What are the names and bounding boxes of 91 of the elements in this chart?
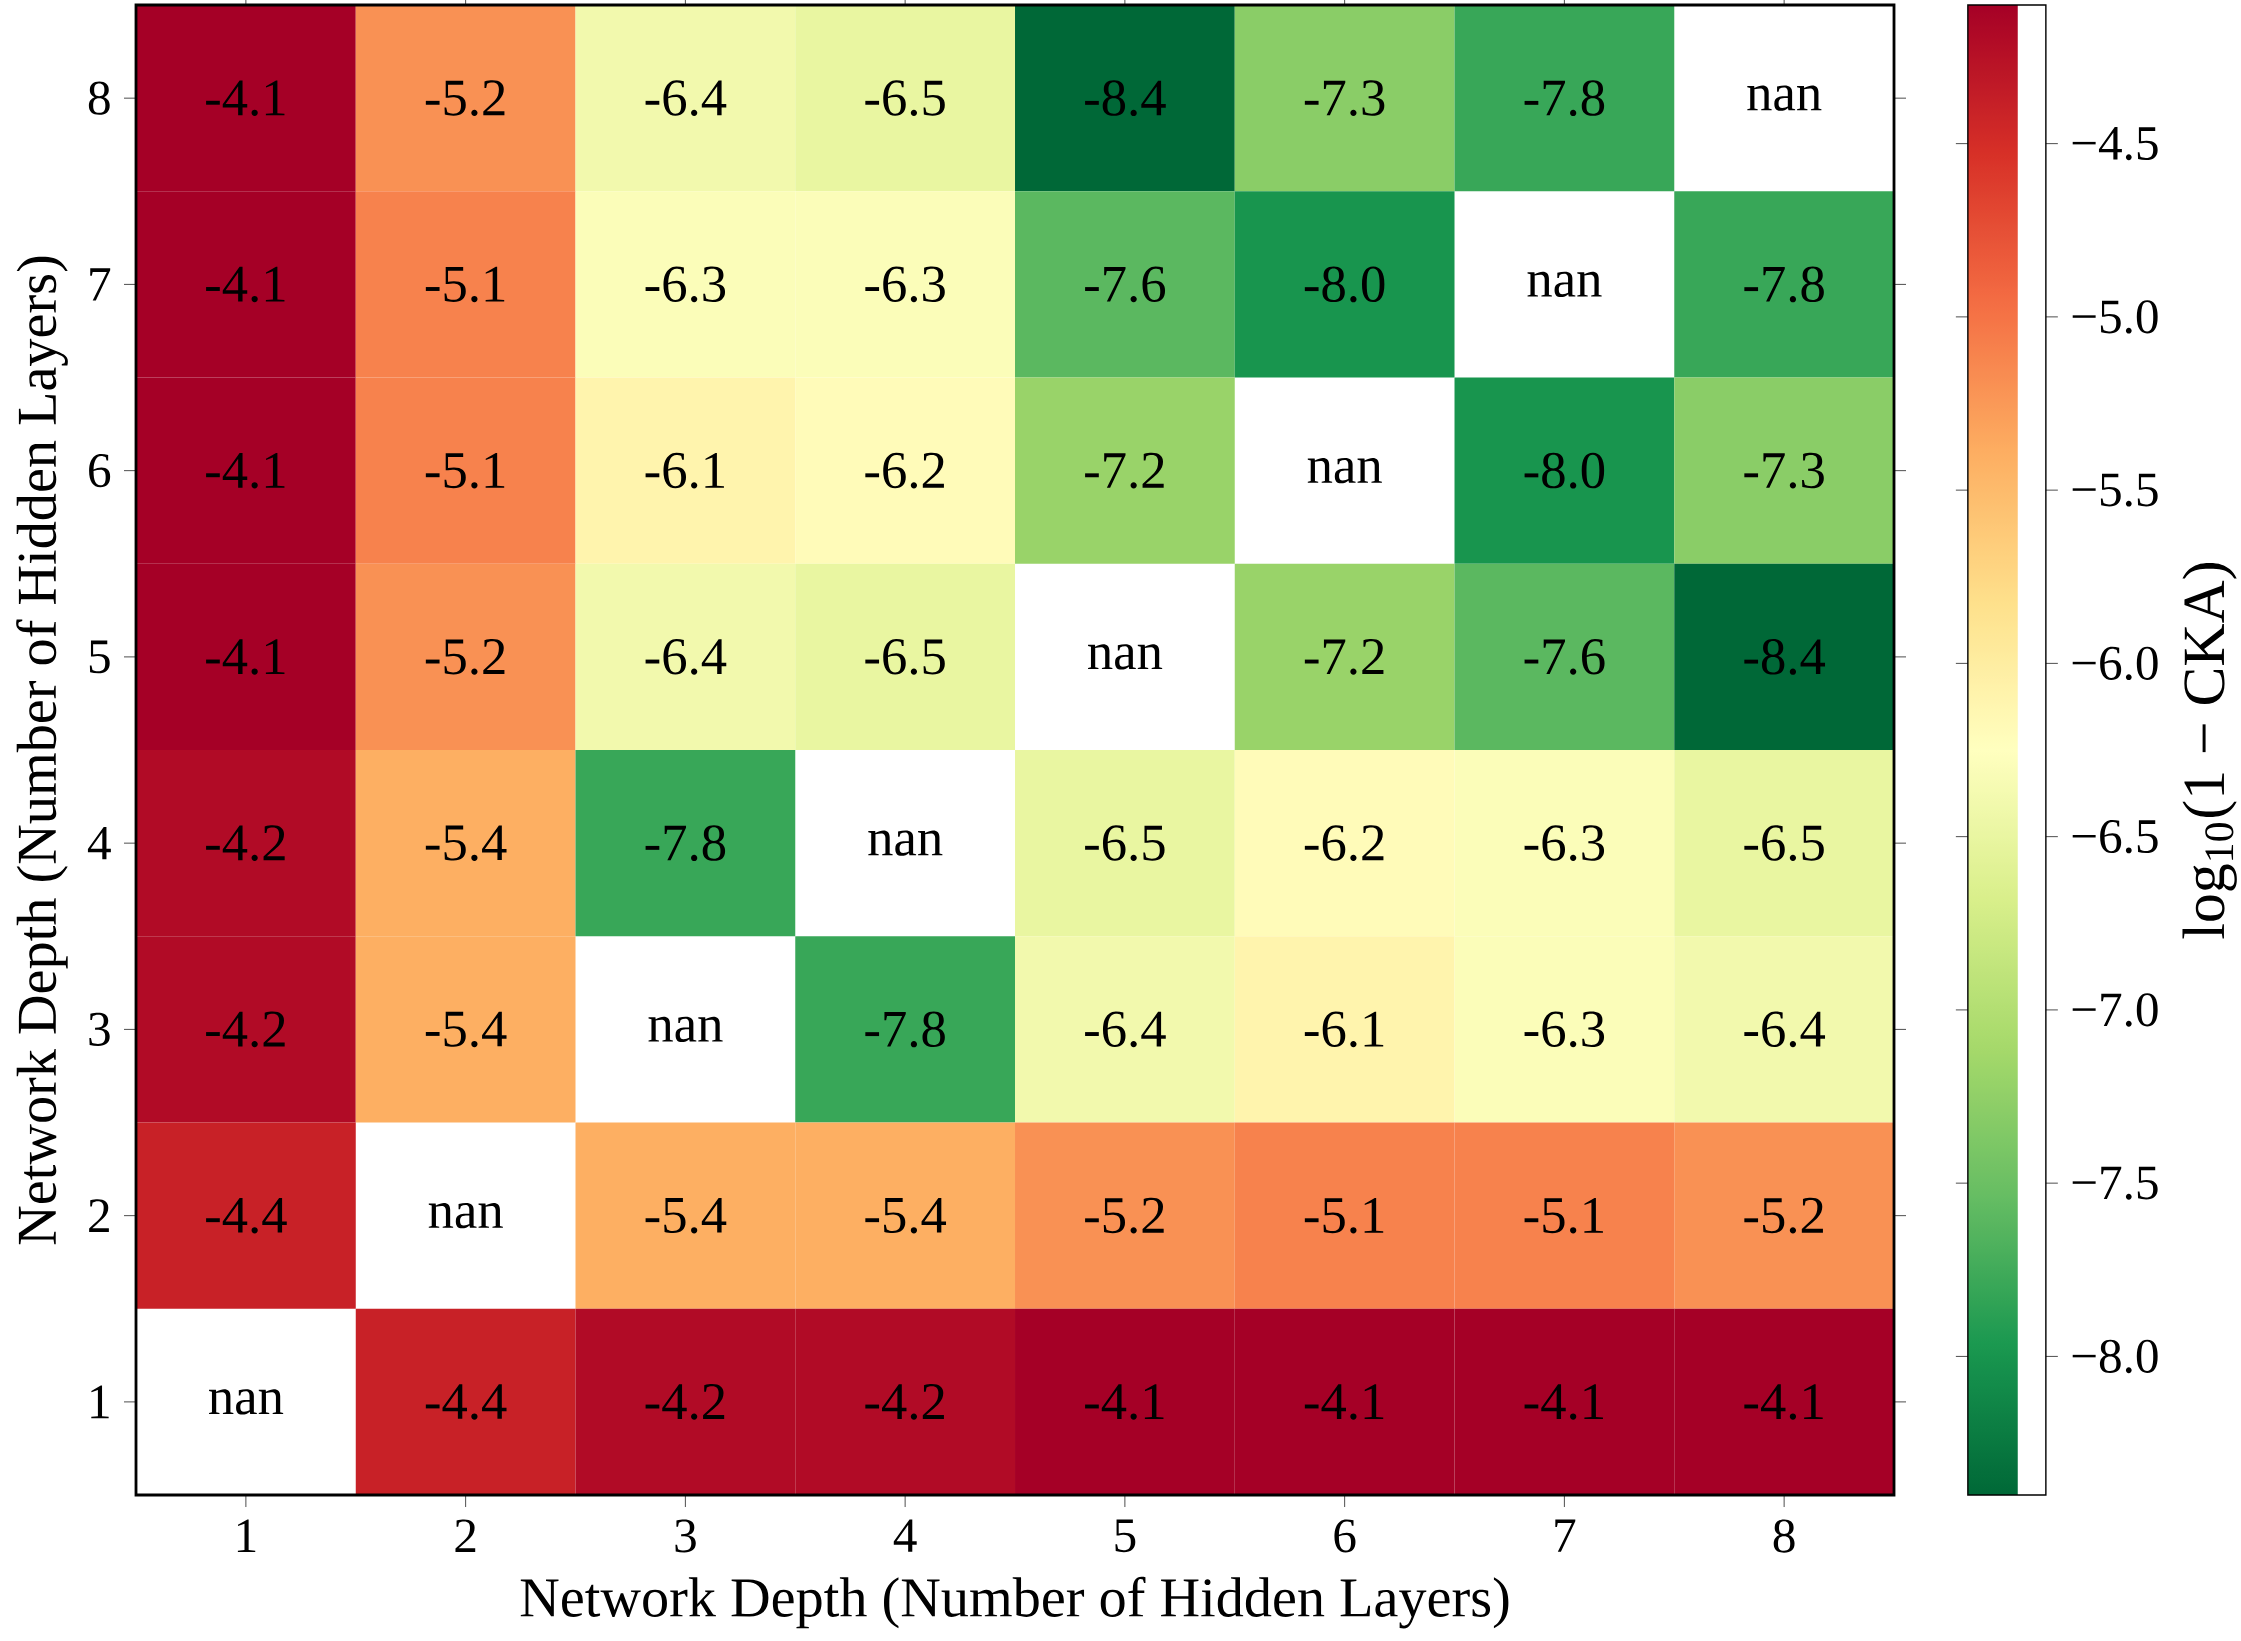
data-label: -7.3 <box>1744 452 1824 489</box>
data-label: -6.1 <box>1304 1011 1384 1048</box>
x-axis-title: Network Depth (Number of Hidden Layers) <box>520 1576 1509 1629</box>
text: nan <box>1088 644 1163 670</box>
data-label: -6.4 <box>1085 1011 1166 1048</box>
data-label: -8.0 <box>1524 452 1605 489</box>
data-label: -8.4 <box>1085 80 1166 117</box>
x-tick-label: 7 <box>1555 1519 1576 1552</box>
text: nan <box>868 830 943 856</box>
x-tick-label: 3 <box>675 1519 696 1553</box>
data-label: -6.3 <box>1524 825 1605 861</box>
data-label: -7.8 <box>1524 80 1605 117</box>
data-label: -5.2 <box>1085 1197 1164 1234</box>
data-label: -6.2 <box>865 452 944 489</box>
data-label: -4.2 <box>645 1384 725 1420</box>
data-label: -4.1 <box>1524 1384 1603 1420</box>
data-label: -6.3 <box>1524 1011 1605 1048</box>
y-tick-label: 1 <box>91 1385 109 1419</box>
text: nan <box>1307 458 1382 484</box>
data-label: -6.5 <box>1744 825 1824 861</box>
data-label: -7.2 <box>1085 452 1164 489</box>
data-label: -5.1 <box>1524 1197 1603 1234</box>
data-label: -4.1 <box>1085 1384 1164 1420</box>
data-label: -6.5 <box>865 639 945 675</box>
color-bar-label: −4.5 <box>2072 127 2158 161</box>
data-label: -5.1 <box>1304 1197 1384 1234</box>
data-label: -4.1 <box>206 639 285 675</box>
data-label: -6.4 <box>645 80 727 116</box>
data-label: -7.8 <box>1744 266 1824 303</box>
color-bar-label: −7.0 <box>2072 993 2158 1027</box>
data-label: -5.1 <box>425 266 505 303</box>
x-tick-label: 1 <box>237 1519 256 1552</box>
data-label: -5.2 <box>425 80 505 116</box>
data-label: -8.4 <box>1744 639 1826 675</box>
data-label: -5.4 <box>645 1197 727 1234</box>
color-bar-label: −7.5 <box>2072 1166 2158 1200</box>
data-label: -7.3 <box>1304 80 1385 116</box>
data-label: -6.4 <box>645 639 727 675</box>
x-tick-label: 8 <box>1773 1519 1795 1553</box>
data-label: -4.1 <box>206 80 285 116</box>
data-label: -6.3 <box>645 266 726 303</box>
y-tick-label: 3 <box>89 1012 110 1046</box>
data-label: -4.1 <box>1304 1384 1384 1420</box>
text: nan <box>428 1203 503 1229</box>
y-axis-title: Network Depth (Number of Hidden Layers) <box>16 256 68 1245</box>
text: nan <box>648 1016 723 1043</box>
data-label: -5.2 <box>1744 1197 1823 1234</box>
color-bar-label: −6.5 <box>2072 820 2158 854</box>
data-label: -5.4 <box>425 825 507 861</box>
text: nan <box>1527 271 1602 298</box>
data-label: -8.0 <box>1304 266 1385 303</box>
data-label: -4.4 <box>206 1197 287 1234</box>
data-label: -7.8 <box>645 825 726 862</box>
x-tick-label: 2 <box>455 1519 476 1553</box>
data-label: -7.6 <box>1524 639 1605 675</box>
data-label: -4.2 <box>206 825 285 861</box>
y-tick-label: 2 <box>89 1199 109 1232</box>
data-label: -5.1 <box>425 452 505 489</box>
data-label: -6.1 <box>645 452 724 489</box>
data-label: -5.4 <box>865 1197 947 1234</box>
data-label: -5.2 <box>425 639 505 675</box>
x-tick-label: 4 <box>893 1519 917 1552</box>
data-label: -6.5 <box>865 80 945 116</box>
x-tick-label: 6 <box>1334 1519 1356 1553</box>
data-label: -7.2 <box>1304 639 1384 675</box>
text: nan <box>209 1389 284 1415</box>
y-tick-label: 8 <box>88 81 110 115</box>
color-bar-title: log$_{10}$(1 − CKA) <box>2182 563 2237 939</box>
color-bar-label: −5.5 <box>2072 473 2158 507</box>
data-label: -6.3 <box>865 266 945 303</box>
text: nan <box>1747 85 1822 111</box>
data-label: -7.6 <box>1085 266 1166 303</box>
data-label: -6.4 <box>1744 1011 1826 1048</box>
data-label: -6.2 <box>1304 825 1384 861</box>
data-label: -4.2 <box>865 1384 944 1420</box>
data-label: -5.4 <box>425 1011 507 1048</box>
data-label: -4.4 <box>425 1384 507 1420</box>
y-tick-label: 4 <box>87 826 111 860</box>
data-label: -4.2 <box>206 1011 285 1048</box>
y-tick-label: 6 <box>89 454 111 488</box>
x-tick-label: 5 <box>1115 1519 1136 1553</box>
data-label: -4.1 <box>206 266 285 303</box>
y-tick-label: 7 <box>90 268 111 301</box>
y-tick-label: 5 <box>89 640 110 674</box>
data-label: -4.1 <box>1744 1384 1823 1420</box>
data-label: -6.5 <box>1085 825 1165 861</box>
color-bar-label: −5.0 <box>2072 300 2158 334</box>
color-bar-label: −6.0 <box>2072 646 2158 681</box>
color-bar-label: −8.0 <box>2072 1339 2158 1374</box>
data-label: -7.8 <box>865 1011 945 1048</box>
data-label: -4.1 <box>206 452 285 489</box>
